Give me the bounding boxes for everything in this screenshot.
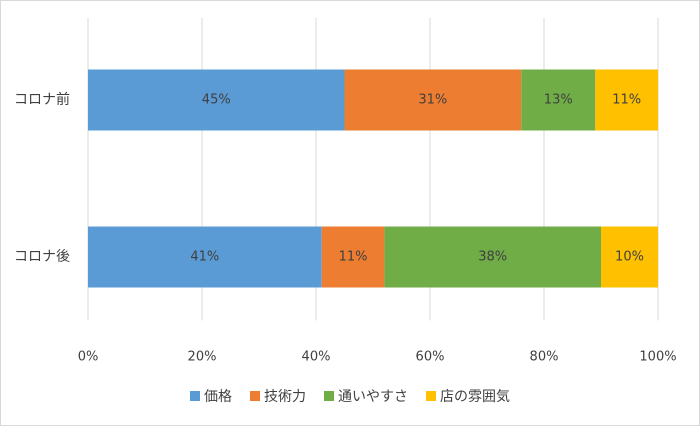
legend-swatch <box>190 391 200 401</box>
bar-segment <box>344 69 522 131</box>
y-tick-label: コロナ後 <box>14 249 70 265</box>
bar-segment <box>88 226 322 288</box>
legend-label: 店の雰囲気 <box>440 389 510 405</box>
legend-swatch <box>250 391 260 401</box>
bar-segment <box>384 226 601 288</box>
bar-segment <box>601 226 658 288</box>
data-label: 45% <box>202 93 231 108</box>
bar-segment <box>88 69 345 131</box>
data-label: 38% <box>478 250 507 265</box>
y-tick-label: コロナ前 <box>14 91 70 108</box>
x-tick-label: 0% <box>78 350 99 365</box>
x-tick-label: 20% <box>188 350 217 365</box>
legend-swatch <box>324 391 334 401</box>
x-tick-label: 100% <box>639 350 676 365</box>
data-label: 13% <box>544 93 573 108</box>
data-label: 31% <box>418 93 447 108</box>
bar-segment <box>321 226 385 288</box>
x-tick-label: 60% <box>416 350 445 365</box>
legend-label: 技術力 <box>264 389 306 405</box>
legend-label: 価格 <box>204 389 232 405</box>
legend-swatch <box>426 391 436 401</box>
x-tick-label: 80% <box>530 350 559 365</box>
legend-label: 通いやすさ <box>338 389 408 405</box>
data-label: 11% <box>339 250 368 265</box>
data-label: 11% <box>612 93 641 108</box>
bar-segment <box>595 69 658 131</box>
data-label: 10% <box>615 250 644 265</box>
x-tick-label: 40% <box>302 350 331 365</box>
data-label: 41% <box>190 250 219 265</box>
bar-segment <box>521 69 596 131</box>
